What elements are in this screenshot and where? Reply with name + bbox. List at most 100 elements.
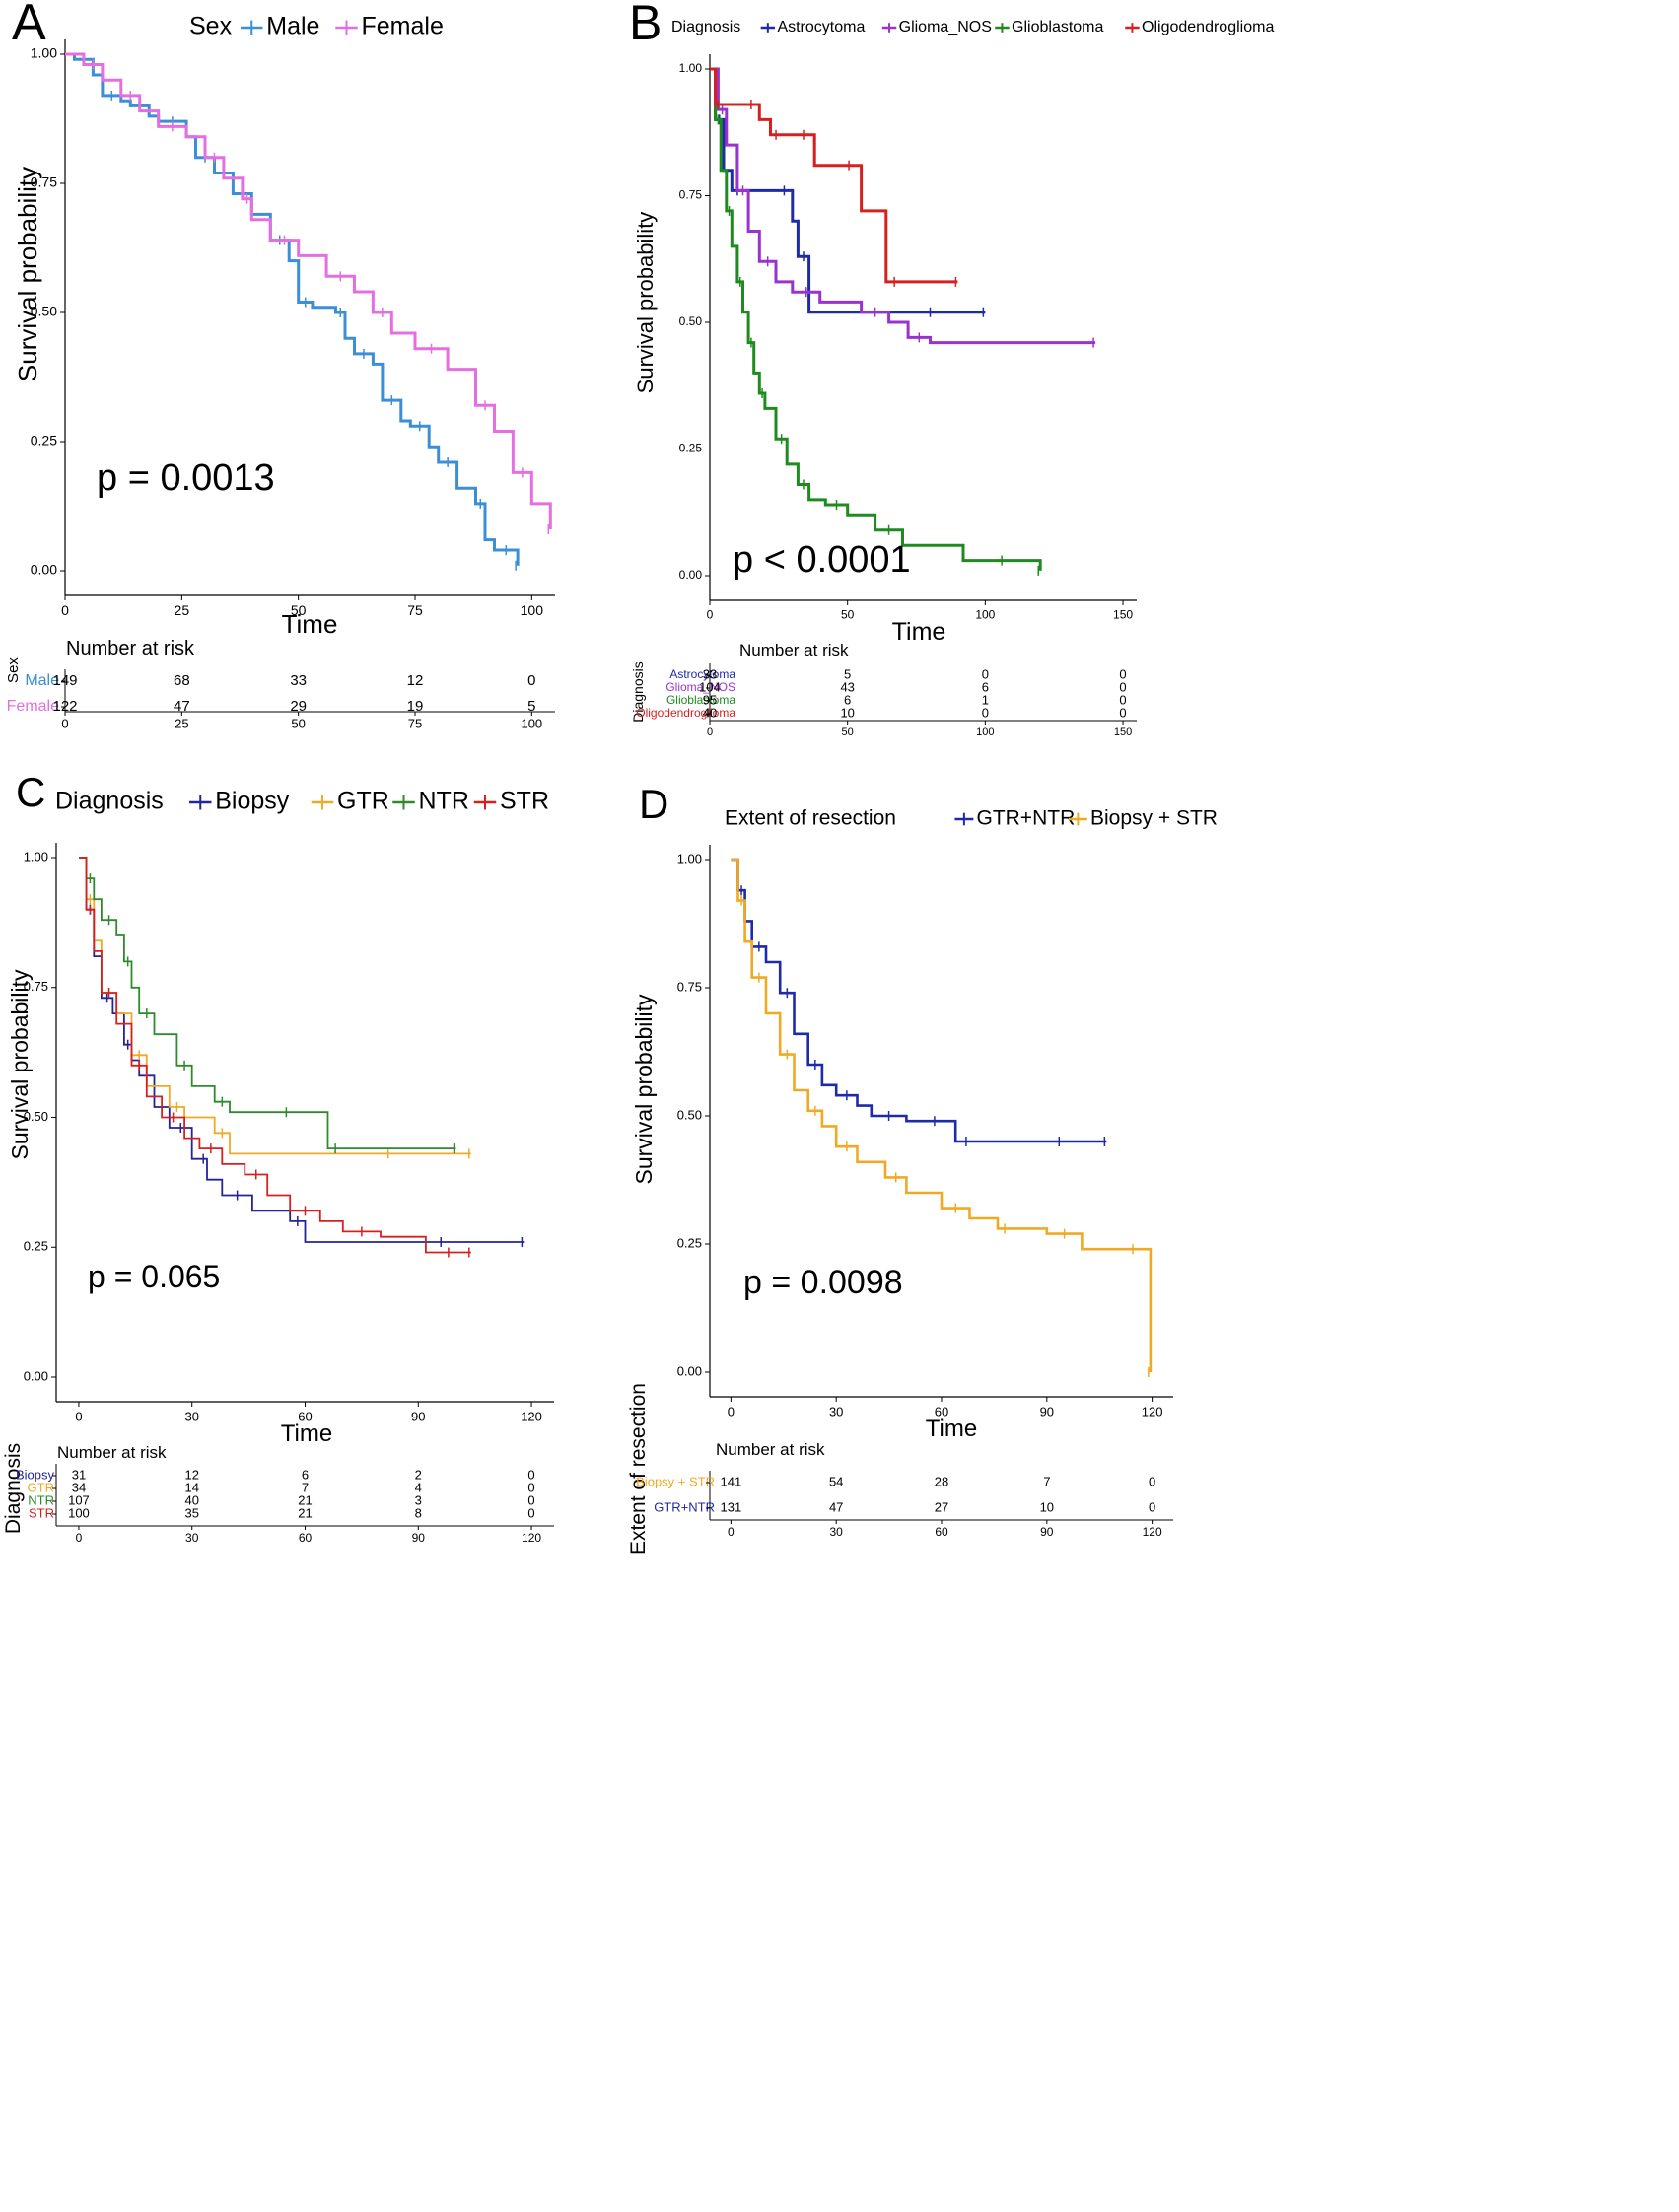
risk-value: 5 — [527, 698, 535, 715]
risk-value: 29 — [290, 698, 307, 715]
risk-x-tick-label: 90 — [1040, 1525, 1054, 1539]
km-curve-gtr-ntr — [731, 858, 1107, 1143]
y-tick-label: 1.00 — [24, 849, 48, 864]
risk-value: 12 — [184, 1467, 198, 1482]
risk-row-label: Biopsy + STR — [636, 1474, 715, 1488]
risk-table-title: Number at risk — [66, 638, 195, 659]
x-tick-label: 75 — [407, 602, 423, 618]
risk-value: 54 — [829, 1474, 843, 1488]
y-tick-label: 0.50 — [24, 1109, 48, 1124]
risk-value: 6 — [982, 679, 989, 694]
panel-c: C Diagnosis Biopsy GTR NTR STR0.000.250.500.7… — [2, 769, 554, 1545]
p-value: p = 0.065 — [88, 1259, 220, 1294]
risk-table-title: Number at risk — [739, 641, 849, 659]
risk-value: 0 — [1119, 705, 1126, 720]
panel-letter: A — [12, 0, 46, 51]
risk-x-tick-label: 30 — [830, 1525, 844, 1539]
risk-value: 0 — [1119, 666, 1126, 681]
risk-row-label: GTR — [28, 1480, 54, 1494]
risk-value: 107 — [68, 1492, 90, 1507]
risk-value: 2 — [415, 1467, 422, 1482]
y-axis-label: Survival probability — [633, 212, 658, 394]
x-tick-label: 90 — [411, 1409, 425, 1423]
risk-table-strata-label: Diagnosis — [630, 661, 646, 722]
km-curve-gtr — [79, 857, 471, 1155]
risk-row-label: Female — [7, 698, 59, 715]
risk-row-label: STR — [29, 1505, 54, 1520]
km-curve-glioblastoma — [710, 67, 1042, 571]
risk-table-strata-label: Extent of resection — [627, 1383, 650, 1555]
risk-value: 0 — [527, 1492, 534, 1507]
x-tick-label: 50 — [841, 608, 855, 622]
legend-entry-0: Biopsy — [215, 788, 290, 815]
risk-x-tick-label: 60 — [935, 1525, 948, 1539]
p-value: p < 0.0001 — [733, 539, 911, 581]
risk-value: 0 — [527, 1480, 534, 1494]
risk-value: 6 — [844, 692, 851, 707]
legend-entry-3: STR — [500, 788, 549, 815]
x-tick-label: 100 — [521, 602, 544, 618]
legend-entry-2: NTR — [419, 788, 469, 815]
risk-value: 0 — [527, 1467, 534, 1482]
legend-entry-3: Oligodendroglioma — [1142, 19, 1274, 35]
y-tick-label: 0.00 — [679, 568, 703, 582]
y-tick-label: 0.25 — [677, 1235, 702, 1250]
panel-d: D Extent of resection GTR+NTR Biopsy + STR 0… — [627, 781, 1218, 1555]
risk-value: 131 — [721, 1499, 742, 1514]
risk-value: 0 — [1119, 679, 1126, 694]
y-tick-label: 0.00 — [31, 562, 57, 578]
x-tick-label: 0 — [707, 608, 714, 622]
risk-value: 35 — [184, 1505, 198, 1520]
risk-value: 0 — [527, 1505, 534, 1520]
x-tick-label: 120 — [521, 1409, 542, 1423]
risk-value: 5 — [844, 666, 851, 681]
risk-value: 47 — [829, 1499, 843, 1514]
risk-value: 31 — [72, 1467, 86, 1482]
x-tick-label: 60 — [298, 1409, 312, 1423]
risk-value: 8 — [415, 1505, 422, 1520]
risk-x-tick-label: 120 — [1143, 1525, 1162, 1539]
risk-value: 0 — [1149, 1474, 1155, 1488]
risk-value: 104 — [699, 679, 721, 694]
risk-table-strata-label: Sex — [5, 657, 22, 683]
x-tick-label: 0 — [61, 602, 69, 618]
y-tick-label: 1.00 — [31, 45, 57, 61]
y-tick-label: 0.25 — [24, 1239, 48, 1254]
panel-b: B Diagnosis Astrocytoma Glioma_NOS Glioblast… — [629, 0, 1274, 738]
risk-x-tick-label: 90 — [412, 1531, 426, 1545]
risk-x-tick-label: 100 — [976, 726, 994, 738]
x-tick-label: 120 — [1142, 1404, 1163, 1418]
risk-value: 7 — [1043, 1474, 1050, 1488]
risk-value: 0 — [1149, 1499, 1155, 1514]
risk-value: 0 — [1119, 692, 1126, 707]
risk-value: 122 — [52, 698, 77, 715]
legend-entry-2: Glioblastoma — [1012, 19, 1103, 35]
risk-value: 19 — [407, 698, 424, 715]
x-tick-label: 150 — [1113, 608, 1133, 622]
legend-entry-1: Glioma_NOS — [899, 19, 992, 35]
y-tick-label: 0.25 — [31, 433, 57, 449]
risk-x-tick-label: 0 — [728, 1525, 735, 1539]
legend-entry-1: GTR — [337, 788, 389, 815]
y-tick-label: 1.00 — [679, 61, 703, 75]
risk-value: 14 — [184, 1480, 198, 1494]
risk-value: 4 — [415, 1480, 422, 1494]
risk-row-label: Oligodendroglioma — [636, 706, 735, 720]
risk-row-label: GTR+NTR — [654, 1499, 715, 1514]
risk-value: 6 — [302, 1467, 309, 1482]
legend-entry-1: Female — [362, 13, 444, 40]
risk-x-tick-label: 0 — [61, 717, 68, 731]
legend-entry-0: GTR+NTR — [976, 807, 1075, 830]
x-tick-label: 50 — [291, 602, 307, 618]
legend-title: Diagnosis — [55, 788, 164, 815]
x-tick-label: 30 — [829, 1404, 843, 1418]
risk-row-label: Biopsy — [16, 1467, 55, 1482]
legend-entry-1: Biopsy + STR — [1090, 807, 1218, 830]
risk-value: 10 — [1040, 1499, 1054, 1514]
risk-value: 3 — [415, 1492, 422, 1507]
panel-letter: C — [16, 769, 45, 815]
y-tick-label: 0.50 — [679, 314, 703, 328]
p-value: p = 0.0098 — [743, 1264, 903, 1301]
risk-x-tick-label: 100 — [521, 717, 542, 731]
